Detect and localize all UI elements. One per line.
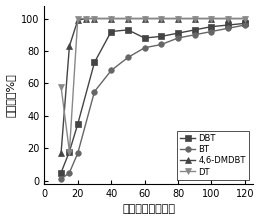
DBT: [160, 35, 163, 38]
4,6-DMDBT: [68, 45, 71, 48]
DT: [243, 17, 246, 20]
BT: [93, 90, 96, 93]
DT: [60, 85, 63, 88]
Legend: DBT, BT, 4,6-DMDBT, DT: DBT, BT, 4,6-DMDBT, DT: [177, 131, 249, 180]
BT: [68, 171, 71, 174]
4,6-DMDBT: [143, 17, 146, 20]
BT: [76, 152, 79, 154]
BT: [143, 46, 146, 49]
DT: [110, 17, 113, 20]
DT: [84, 17, 88, 20]
4,6-DMDBT: [160, 17, 163, 20]
4,6-DMDBT: [126, 17, 129, 20]
4,6-DMDBT: [60, 152, 63, 154]
DBT: [68, 150, 71, 153]
BT: [126, 56, 129, 59]
DBT: [76, 123, 79, 125]
DBT: [193, 29, 196, 31]
DBT: [93, 61, 96, 64]
DT: [76, 17, 79, 20]
Line: 4,6-DMDBT: 4,6-DMDBT: [58, 16, 248, 156]
BT: [160, 43, 163, 46]
4,6-DMDBT: [193, 17, 196, 20]
DT: [210, 17, 213, 20]
DBT: [243, 22, 246, 25]
4,6-DMDBT: [210, 17, 213, 20]
Y-axis label: 脲硫率（%）: 脲硫率（%）: [5, 73, 16, 117]
BT: [193, 33, 196, 36]
DBT: [177, 32, 180, 35]
DT: [68, 150, 71, 153]
4,6-DMDBT: [110, 17, 113, 20]
4,6-DMDBT: [84, 17, 88, 20]
4,6-DMDBT: [227, 17, 230, 20]
DT: [177, 17, 180, 20]
4,6-DMDBT: [93, 17, 96, 20]
DBT: [110, 30, 113, 33]
DBT: [143, 37, 146, 39]
DT: [143, 17, 146, 20]
DT: [193, 17, 196, 20]
DT: [93, 17, 96, 20]
DBT: [126, 29, 129, 31]
DT: [227, 17, 230, 20]
4,6-DMDBT: [76, 19, 79, 22]
BT: [177, 37, 180, 39]
DBT: [227, 24, 230, 26]
BT: [210, 30, 213, 33]
X-axis label: 反应时间（分钟）: 反应时间（分钟）: [122, 204, 175, 214]
BT: [227, 27, 230, 30]
BT: [60, 178, 63, 180]
DBT: [210, 25, 213, 28]
DBT: [60, 171, 63, 174]
BT: [243, 24, 246, 26]
DT: [160, 17, 163, 20]
4,6-DMDBT: [177, 17, 180, 20]
BT: [110, 69, 113, 72]
4,6-DMDBT: [243, 17, 246, 20]
Line: DBT: DBT: [58, 21, 248, 175]
Line: BT: BT: [58, 22, 248, 182]
Line: DT: DT: [58, 16, 248, 154]
DT: [126, 17, 129, 20]
